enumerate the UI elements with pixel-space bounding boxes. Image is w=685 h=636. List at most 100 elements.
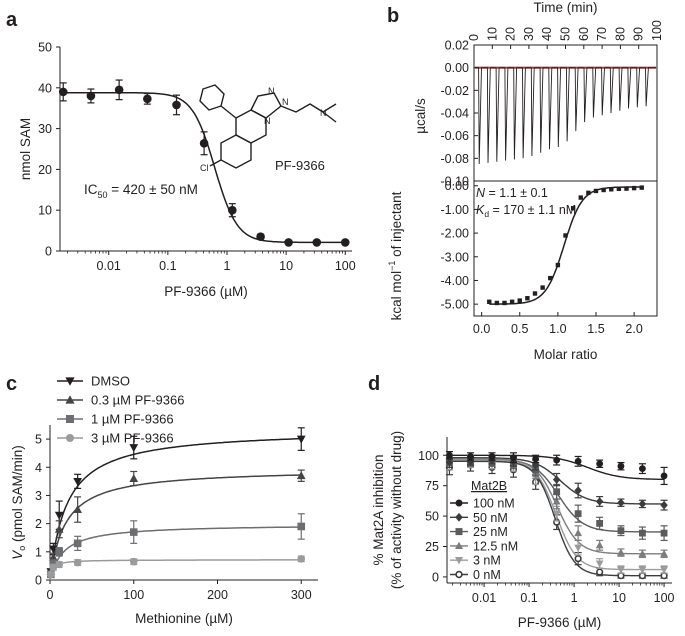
a-x-tick-label: 0.01 (97, 259, 121, 273)
b-top-x-tick-label: 10 (485, 27, 499, 41)
c-data-point-0 (296, 435, 306, 444)
b-isotherm-point (609, 187, 614, 192)
b-top-x-tick-label: 80 (613, 27, 627, 41)
panel-b-letter: b (387, 5, 399, 27)
d-data-point-0 (446, 451, 453, 459)
d-legend-label-4: 3 nM (473, 554, 501, 568)
c-fit-curve-1 (49, 474, 302, 581)
d-data-point-1 (445, 458, 454, 467)
b-bottom-x-tick-label: 1.5 (587, 322, 604, 336)
panel-c-letter: c (6, 373, 17, 395)
d-legend-label-5: 0 nM (473, 568, 501, 582)
b-isotherm-point (631, 185, 637, 191)
d-data-point-4 (617, 566, 625, 574)
b-isotherm-point (555, 262, 561, 268)
b-top-y-tick-label: -0.08 (441, 152, 470, 166)
d-legend-label-2: 25 nM (473, 525, 508, 539)
c-data-point-2 (55, 548, 64, 556)
d-y-tick-label: 25 (425, 540, 439, 554)
b-ylabel-sup: −1 (387, 261, 397, 271)
a-y-tick-label: 50 (38, 41, 52, 55)
struct-n4: N (320, 108, 327, 118)
b-top-y-tick-label: -0.04 (441, 107, 470, 121)
b-ylabel-tail: of injectant (389, 191, 404, 260)
c-legend-marker-0 (65, 377, 75, 386)
d-legend-marker-3 (454, 541, 464, 550)
d-y-tick-label: 50 (425, 510, 439, 524)
d-data-point-1 (552, 475, 561, 484)
c-data-point-2 (49, 559, 58, 567)
c-data-point-0 (129, 444, 139, 453)
c-data-point-1 (129, 473, 139, 482)
d-data-point-4 (552, 510, 561, 518)
kd-annotation: Kd = 170 ± 1.1 nM (476, 203, 576, 219)
d-data-point-2 (617, 527, 625, 535)
phenyl-bond (220, 105, 237, 119)
b-top-x-tick-label: 90 (632, 27, 646, 41)
b-isotherm-point (494, 300, 500, 306)
a-y-tick-label: 10 (38, 204, 52, 218)
c-legend-label-2: 1 µM PF-9366 (91, 412, 174, 427)
a-x-tick-label: 1 (224, 259, 231, 273)
d-y-tick-label: 75 (425, 479, 439, 493)
c-data-point-3 (297, 555, 306, 563)
d-y-tick-label: 0 (432, 570, 439, 584)
b-isotherm-point (586, 190, 591, 196)
b-top-y-axis-title: µcal/s (413, 98, 428, 134)
c-y-tick-label: 4 (35, 461, 42, 475)
b-isotherm-point (487, 299, 492, 304)
b-isotherm-point (509, 299, 515, 304)
d-legend-marker-4 (454, 557, 464, 565)
d-legend-label-3: 12.5 nM (473, 539, 518, 553)
c-ylabel-sub: o (17, 546, 27, 551)
b-bottom-y-axis-title: kcal mol−1 of injectant (387, 191, 404, 320)
c-y-axis-title: Vo (pmol SAM/min) (10, 445, 27, 560)
d-legend-marker-5 (455, 570, 463, 579)
b-top-x-tick-label: 30 (522, 27, 536, 41)
a-y-tick-label: 0 (45, 245, 52, 259)
d-data-point-2 (596, 519, 604, 527)
d-x-tick-label: 0.01 (472, 591, 496, 605)
d-x-tick-label: 10 (612, 591, 626, 605)
b-top-x-axis-title: Time (min) (534, 0, 598, 15)
struct-n1: N (268, 86, 275, 96)
d-y-axis-title-line1: % Mat2A inhibition (371, 454, 386, 565)
c-data-point-1 (296, 471, 306, 480)
a-data-point (228, 205, 237, 215)
b-top-x-tick-label: 0 (467, 34, 481, 41)
panel-b-chart: 0.02 0.00 -0.02 -0.04 -0.06 -0.08 -0.10 0 10 20 30… (387, 0, 664, 362)
c-legend-label-0: DMSO (91, 374, 130, 389)
b-top-y-tick-label: -0.10 (441, 175, 470, 189)
panel-a-chart: 0 10 20 30 40 50 0.01 0.1 1 10 100 nmol SAM PF-9366 … (18, 41, 356, 300)
b-bottom-y-tick-label: -4.00 (441, 274, 470, 288)
a-data-point (340, 238, 350, 247)
a-data-point (86, 91, 96, 101)
side-chain (280, 103, 324, 113)
c-data-point-3 (49, 563, 58, 572)
phenyl-ring (199, 84, 225, 111)
b-top-x-tick-label: 20 (504, 27, 518, 41)
b-top-x-tick-label: 100 (650, 20, 664, 41)
b-isotherm-point (548, 275, 553, 281)
c-fit-curve-2 (49, 526, 302, 581)
a-data-point (172, 100, 181, 110)
c-data-point-0 (48, 545, 58, 554)
triazole-ring (250, 92, 282, 119)
a-y-axis-title: nmol SAM (18, 118, 33, 180)
b-bottom-y-tick-label: -5.00 (441, 298, 470, 312)
methyl-bond-2 (322, 111, 337, 123)
c-x-tick-label: 300 (291, 588, 312, 602)
d-data-point-1 (660, 500, 668, 510)
c-data-point-3 (129, 557, 138, 566)
b-top-x-tick-label: 70 (595, 27, 609, 41)
chloro-bond (209, 159, 222, 167)
b-isotherm-point (601, 187, 606, 193)
d-data-point-0 (467, 453, 474, 460)
c-x-tick-label: 0 (47, 588, 54, 602)
c-legend-marker-1 (65, 395, 75, 404)
d-data-point-1 (595, 497, 604, 506)
d-data-point-0 (617, 462, 625, 470)
b-bottom-y-tick-label: 0.00 (445, 179, 469, 193)
d-data-point-4 (574, 544, 583, 552)
